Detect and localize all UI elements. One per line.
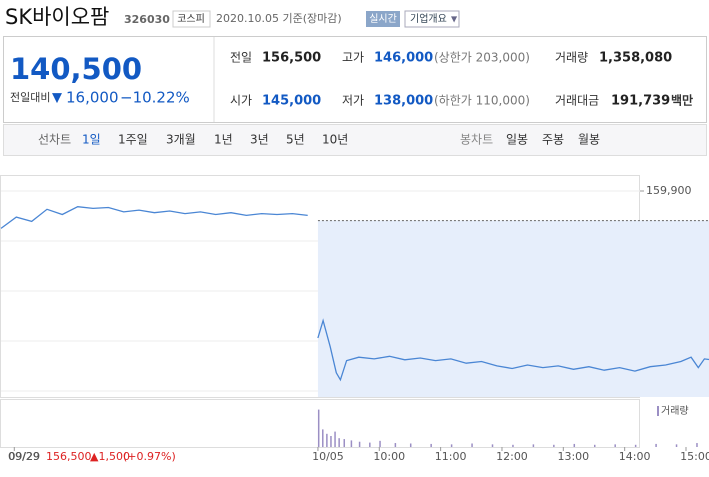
volume-bar xyxy=(334,431,336,447)
volume-legend: 거래량 xyxy=(661,405,689,417)
stat-value: 138,000 xyxy=(374,94,433,109)
stat-label: 거래량 xyxy=(555,51,588,65)
company-info-button[interactable] xyxy=(404,10,460,28)
volume-bar xyxy=(379,440,381,447)
change-label: 전일대비 xyxy=(10,90,50,104)
volume-bar xyxy=(614,444,616,447)
x-tick-label: 09/29 xyxy=(8,450,40,463)
quote-change: ▲1,500 xyxy=(90,450,130,463)
period-tab[interactable]: 10년 xyxy=(322,133,348,147)
x-tick-label: 14:00 xyxy=(619,450,651,463)
stock-name: SK바이오팜 xyxy=(5,5,109,29)
volume-bar xyxy=(450,444,453,447)
period-tab[interactable]: 3개월 xyxy=(166,133,196,147)
stat-label: 거래대금 xyxy=(555,94,599,108)
quote-rate: (+0.97%) xyxy=(123,450,176,463)
quote-date: 09/29 xyxy=(8,450,40,463)
price-line xyxy=(0,206,709,382)
volume-bar xyxy=(330,436,332,447)
volume-bar xyxy=(430,443,432,447)
volume-bar xyxy=(409,443,412,447)
period-tab[interactable]: 1주일 xyxy=(118,133,148,147)
volume-bar xyxy=(338,438,340,447)
realtime[interactable]: 실시간 xyxy=(369,13,397,25)
down-arrow: ▼ xyxy=(52,91,62,106)
volume-bar xyxy=(491,444,494,447)
realtime-badge[interactable] xyxy=(366,11,400,27)
stat-label: 저가 xyxy=(342,94,364,108)
volume-bar xyxy=(350,440,353,447)
volume-bar xyxy=(553,444,555,447)
volume-bar xyxy=(358,441,361,447)
candle-tab[interactable]: 주봉 xyxy=(542,133,564,147)
change: 16,000 xyxy=(66,89,119,107)
x-tick-label: 10:00 xyxy=(373,450,405,463)
volume-bar xyxy=(655,443,657,447)
market-badge xyxy=(172,10,211,28)
x-tick-label: 13:00 xyxy=(557,450,589,463)
x-tick-label: 15:00 xyxy=(680,450,709,463)
volume-bar xyxy=(326,433,328,447)
period-tab[interactable]: 3년 xyxy=(250,133,269,147)
y-tick-label: 159,900 xyxy=(646,184,692,197)
stock-code: 326030 xyxy=(124,13,170,26)
volume-bar xyxy=(322,429,324,447)
volume-bar xyxy=(471,443,473,447)
tab-bar xyxy=(3,124,707,156)
period-tab[interactable]: 1년 xyxy=(214,133,233,147)
company-info[interactable]: 기업개요 xyxy=(410,12,447,25)
volume-bar xyxy=(343,439,346,447)
volume-bar xyxy=(696,443,698,447)
stat-note: (상한가 203,000) xyxy=(434,51,530,65)
stat-value: 191,739 xyxy=(611,94,670,109)
x-tick-label: 11:00 xyxy=(435,450,467,463)
volume-bar xyxy=(675,444,678,447)
period-tab[interactable]: 5년 xyxy=(286,133,305,147)
stat-label: 전일 xyxy=(230,51,252,65)
stat-label: 시가 xyxy=(230,94,252,108)
volume-legend-swatch xyxy=(657,406,659,416)
stat-value: 1,358,080 xyxy=(599,51,672,66)
volume-bar xyxy=(634,444,637,447)
current-price: 140,500 xyxy=(10,52,142,86)
volume-bar xyxy=(593,444,596,447)
base-date: 2020.10.05 기준(장마감) xyxy=(216,12,342,25)
x-tick-label: 10/05 xyxy=(312,450,344,463)
stat-note: (하한가 110,000) xyxy=(434,94,530,108)
prev-close-area xyxy=(317,220,709,397)
volume-bar xyxy=(532,444,535,447)
volume-bar xyxy=(394,443,397,447)
line-chart-label: 선차트 xyxy=(38,133,71,147)
volume-bar xyxy=(573,443,576,447)
stat-value: 146,000 xyxy=(374,51,433,66)
period-tab[interactable]: 1일 xyxy=(82,133,101,147)
volume-bar xyxy=(369,442,371,447)
volume-frame xyxy=(0,399,640,448)
candle-tab[interactable]: 월봉 xyxy=(578,133,600,147)
dropdown-arrow: ▼ xyxy=(451,15,458,24)
candle-chart-label: 봉차트 xyxy=(460,133,493,147)
stat-value: 145,000 xyxy=(262,94,321,109)
x-tick-label: 12:00 xyxy=(496,450,528,463)
stat-label: 고가 xyxy=(342,51,364,65)
market: 코스피 xyxy=(177,13,205,25)
stat-unit: 백만 xyxy=(671,93,693,108)
change-rate: −10.22% xyxy=(120,89,190,107)
volume-bar xyxy=(512,444,514,447)
volume-bar xyxy=(317,409,320,447)
stat-value: 156,500 xyxy=(262,51,321,66)
quote-price: 156,500 xyxy=(46,450,92,463)
candle-tab[interactable]: 일봉 xyxy=(506,133,528,147)
summary-box xyxy=(3,36,707,123)
